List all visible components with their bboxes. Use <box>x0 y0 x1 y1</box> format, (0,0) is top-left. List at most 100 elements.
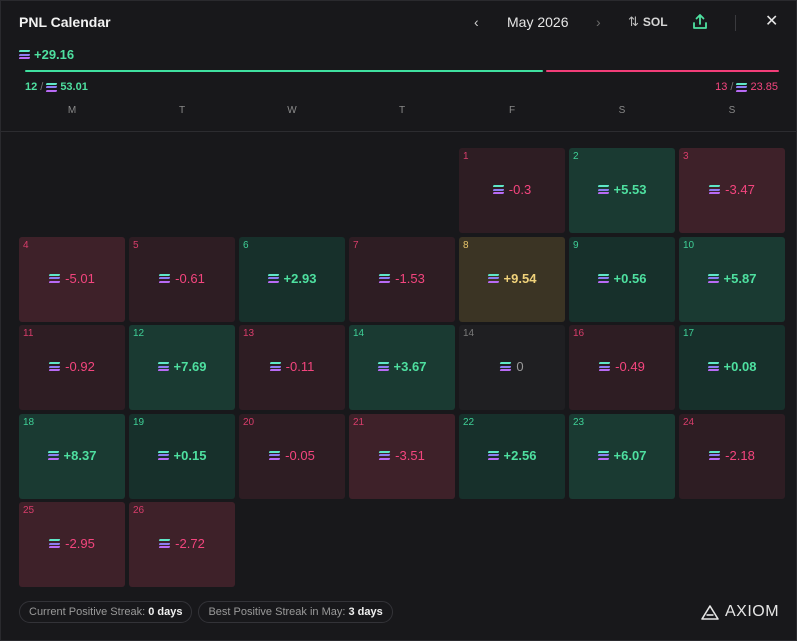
day-pnl: 0 <box>459 359 565 374</box>
day-pnl-value: -0.92 <box>65 359 95 374</box>
sol-icon <box>708 450 721 460</box>
day-cell[interactable]: 24 -2.18 <box>679 413 785 499</box>
day-number: 13 <box>243 328 255 339</box>
day-number: 17 <box>683 328 695 339</box>
currency-toggle-button[interactable]: ⇅ SOL <box>628 14 668 30</box>
day-cell[interactable]: 12 +7.69 <box>129 325 235 410</box>
day-cell[interactable]: 7 -1.53 <box>349 236 455 322</box>
day-pnl-value: +2.56 <box>503 447 537 463</box>
day-cell[interactable]: 5 -0.61 <box>129 236 235 322</box>
day-pnl: +0.56 <box>569 271 675 286</box>
day-pnl-value: -2.18 <box>725 447 755 463</box>
sol-icon <box>377 362 389 371</box>
day-cell[interactable]: 16 -0.49 <box>569 325 675 410</box>
day-cell[interactable]: 2 +5.53 <box>569 148 675 233</box>
day-cell[interactable]: 14 0 <box>459 325 565 410</box>
day-cell[interactable]: 10 +5.87 <box>679 236 785 322</box>
day-pnl-value: +5.87 <box>723 270 757 286</box>
day-cell[interactable]: 14 +3.67 <box>349 325 455 410</box>
day-number: 10 <box>683 239 695 251</box>
day-pnl-value: -0.3 <box>508 182 532 197</box>
sol-icon <box>158 273 171 283</box>
sol-icon <box>736 82 748 92</box>
weekday-sun: S <box>728 105 736 116</box>
day-cell[interactable]: 9 +0.56 <box>569 236 675 322</box>
day-cell[interactable]: 19 +0.15 <box>129 413 235 499</box>
close-icon: ✕ <box>765 13 779 30</box>
sol-icon <box>157 362 169 371</box>
weekday-fri: F <box>508 105 516 116</box>
sol-icon <box>597 450 609 460</box>
day-cell[interactable]: 4 -5.01 <box>19 236 125 322</box>
day-pnl: -0.61 <box>129 271 235 286</box>
day-pnl-value: -2.95 <box>65 536 95 551</box>
current-streak-badge: Current Positive Streak: 0 days <box>19 601 193 623</box>
day-cell[interactable]: 21 -3.51 <box>349 413 455 499</box>
sol-icon <box>45 82 58 92</box>
day-pnl: +9.54 <box>459 271 565 286</box>
day-cell[interactable]: 25 -2.95 <box>19 502 125 587</box>
sol-icon <box>500 362 512 371</box>
day-cell[interactable]: 20 -0.05 <box>239 413 345 499</box>
win-stats: 12 / 53.01 <box>25 81 88 93</box>
day-number: 3 <box>683 151 689 162</box>
currency-label: SOL <box>642 15 668 29</box>
day-pnl: +0.08 <box>679 359 785 374</box>
day-pnl: +7.69 <box>129 359 235 374</box>
brand-name: AXIOM <box>725 603 780 620</box>
day-cell[interactable]: 1 -0.3 <box>459 148 565 233</box>
day-cell[interactable]: 6 +2.93 <box>239 236 345 322</box>
sol-icon <box>597 185 609 194</box>
sol-icon <box>158 539 171 548</box>
sol-icon <box>707 273 719 283</box>
weekday-mon: M <box>67 105 77 116</box>
day-pnl: -0.3 <box>459 182 565 197</box>
day-pnl-value: +0.15 <box>173 447 207 463</box>
day-cell[interactable]: 3 -3.47 <box>679 148 785 233</box>
day-pnl-value: +2.93 <box>283 270 317 286</box>
next-month-button[interactable]: › <box>596 14 601 30</box>
weekday-tue: T <box>178 105 186 116</box>
close-button[interactable]: ✕ <box>765 13 778 31</box>
current-streak-value: 0 days <box>148 606 183 618</box>
header: PNL Calendar ‹ May 2026 › ⇅ SOL ✕ <box>1 1 796 45</box>
day-number: 11 <box>23 328 34 339</box>
sol-icon <box>492 185 505 194</box>
share-button[interactable] <box>691 13 709 31</box>
win-days: 12 <box>25 81 38 93</box>
separator: / <box>730 81 734 93</box>
day-cell[interactable]: 18 +8.37 <box>19 413 125 499</box>
day-pnl-value: +0.08 <box>723 359 757 374</box>
day-cell[interactable]: 26 -2.72 <box>129 502 235 587</box>
day-number: 8 <box>463 239 469 251</box>
day-cell[interactable]: 11 -0.92 <box>19 325 125 410</box>
day-cell[interactable]: 17 +0.08 <box>679 325 785 410</box>
day-cell[interactable]: 8 +9.54 <box>459 236 565 322</box>
day-pnl-value: +3.67 <box>393 359 427 374</box>
day-pnl-value: +9.54 <box>503 270 537 286</box>
prev-month-button[interactable]: ‹ <box>474 14 479 30</box>
best-streak-badge: Best Positive Streak in May: 3 days <box>198 601 393 623</box>
day-pnl-value: -0.49 <box>615 359 645 374</box>
separator: / <box>40 81 44 93</box>
loss-amount: 23.85 <box>750 81 778 93</box>
swap-icon: ⇅ <box>628 14 639 29</box>
sol-icon <box>378 273 391 283</box>
day-number: 16 <box>573 328 585 339</box>
day-pnl: +0.15 <box>129 448 235 463</box>
day-pnl: -1.53 <box>349 271 455 286</box>
sol-icon <box>378 450 391 460</box>
day-pnl-value: -0.61 <box>175 270 205 286</box>
day-pnl: +5.53 <box>569 182 675 197</box>
day-pnl-value: +7.69 <box>173 359 207 374</box>
day-cell[interactable]: 13 -0.11 <box>239 325 345 410</box>
day-cell[interactable]: 22 +2.56 <box>459 413 565 499</box>
day-number: 21 <box>353 416 365 428</box>
share-icon <box>693 14 707 29</box>
page-title: PNL Calendar <box>19 14 111 30</box>
day-pnl-value: +8.37 <box>63 447 97 463</box>
day-pnl-value: -0.05 <box>285 447 315 463</box>
day-pnl: -2.95 <box>19 536 125 551</box>
day-cell[interactable]: 23 +6.07 <box>569 413 675 499</box>
